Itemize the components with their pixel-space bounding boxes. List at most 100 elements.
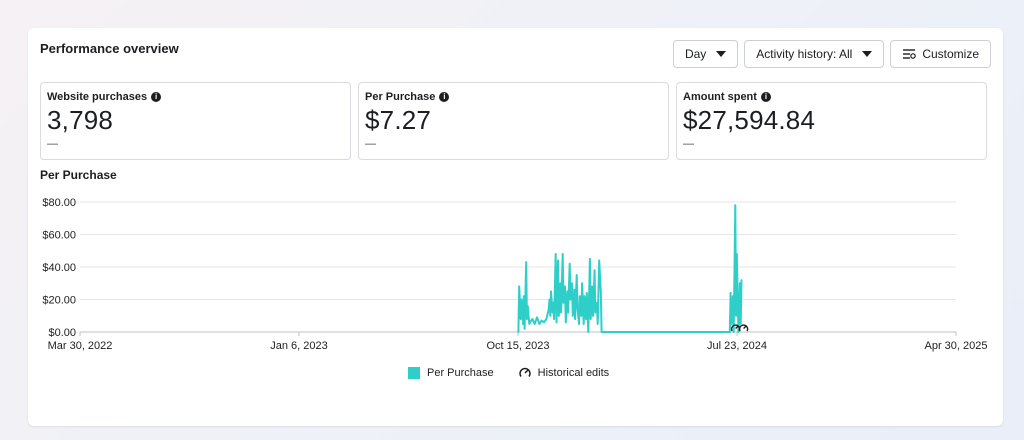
data-point bbox=[552, 301, 555, 304]
data-point bbox=[554, 253, 557, 255]
data-point bbox=[739, 323, 742, 325]
day-dropdown-label: Day bbox=[684, 47, 707, 61]
customize-icon bbox=[903, 49, 917, 59]
data-point bbox=[562, 301, 565, 304]
day-dropdown[interactable]: Day bbox=[672, 40, 739, 68]
data-point bbox=[735, 253, 738, 255]
data-point bbox=[522, 295, 525, 298]
data-point bbox=[555, 321, 558, 324]
chart-legend: Per Purchase Historical edits bbox=[408, 366, 609, 380]
data-point bbox=[732, 295, 734, 298]
data-point bbox=[540, 319, 543, 322]
metric-card-amount-spent[interactable]: Amount spent i $27,594.84 — bbox=[676, 82, 987, 160]
data-point bbox=[582, 323, 585, 325]
historical-edits-icon bbox=[518, 367, 531, 377]
data-point bbox=[531, 318, 534, 320]
legend-historical-label[interactable]: Historical edits bbox=[537, 367, 610, 379]
data-point bbox=[523, 327, 526, 330]
customize-button[interactable]: Customize bbox=[890, 40, 991, 68]
data-point bbox=[599, 290, 602, 293]
data-point bbox=[551, 311, 554, 314]
data-point bbox=[598, 259, 601, 262]
data-point bbox=[738, 314, 740, 317]
data-point bbox=[547, 308, 550, 311]
metric-value: $27,594.84 bbox=[683, 105, 816, 135]
legend-swatch bbox=[408, 367, 420, 379]
x-tick-label: Apr 30, 2025 bbox=[925, 340, 988, 352]
metric-label-row: Per Purchase i bbox=[365, 91, 662, 103]
data-point bbox=[550, 290, 552, 293]
data-point bbox=[560, 311, 562, 314]
data-point bbox=[522, 323, 524, 325]
data-point bbox=[592, 314, 594, 317]
info-icon[interactable]: i bbox=[439, 92, 450, 102]
data-point bbox=[736, 290, 739, 293]
data-point bbox=[735, 314, 737, 317]
x-tick-label: Mar 30, 2022 bbox=[48, 340, 113, 352]
activity-history-label: Activity history: All bbox=[756, 47, 853, 61]
metric-label: Amount spent bbox=[683, 91, 757, 103]
data-point bbox=[538, 323, 541, 325]
metric-value: $7.27 bbox=[365, 105, 432, 135]
data-point bbox=[564, 321, 567, 324]
caret-down-icon bbox=[716, 51, 727, 57]
data-point bbox=[589, 318, 592, 320]
data-point bbox=[596, 323, 599, 325]
data-point bbox=[593, 269, 596, 272]
customize-label: Customize bbox=[922, 47, 979, 61]
data-point bbox=[526, 318, 528, 320]
data-point bbox=[739, 282, 741, 285]
data-point bbox=[536, 316, 538, 319]
data-point bbox=[585, 292, 588, 294]
data-point bbox=[576, 306, 579, 309]
data-point bbox=[587, 331, 590, 333]
data-point bbox=[730, 323, 733, 325]
data-point bbox=[566, 290, 569, 293]
data-point bbox=[591, 285, 594, 288]
data-point bbox=[545, 318, 548, 320]
data-point bbox=[585, 318, 587, 320]
data-point bbox=[543, 321, 545, 324]
data-point bbox=[525, 261, 528, 263]
page-title: Performance overview bbox=[40, 41, 179, 56]
data-point bbox=[573, 288, 576, 291]
data-point bbox=[580, 314, 583, 317]
y-tick-label: $60.00 bbox=[42, 230, 76, 242]
data-point bbox=[574, 318, 576, 320]
per-purchase-chart: $0.00 $20.00 $40.00 $60.00 $80.00 Mar 30, 202… bbox=[42, 197, 988, 352]
y-tick-label: $80.00 bbox=[42, 197, 76, 209]
data-point bbox=[528, 323, 531, 325]
data-point bbox=[529, 321, 531, 324]
data-point bbox=[578, 295, 581, 298]
info-icon[interactable]: i bbox=[760, 92, 771, 102]
x-tick-label: Jan 6, 2023 bbox=[270, 340, 328, 352]
metric-label: Website purchases bbox=[47, 91, 148, 103]
data-point bbox=[596, 301, 598, 304]
legend-series-label[interactable]: Per Purchase bbox=[427, 367, 494, 379]
data-point bbox=[557, 314, 560, 317]
data-point bbox=[553, 318, 555, 320]
data-point bbox=[571, 282, 573, 285]
data-point bbox=[581, 282, 583, 285]
data-point bbox=[520, 298, 523, 301]
data-point bbox=[557, 259, 559, 262]
data-point bbox=[548, 298, 551, 301]
performance-card: Performance overview Day Activity histor… bbox=[28, 28, 1003, 426]
data-point bbox=[734, 204, 737, 207]
metric-delta: — bbox=[47, 138, 58, 150]
toolbar: Day Activity history: All Customize bbox=[672, 40, 991, 68]
data-point bbox=[740, 279, 743, 281]
activity-history-dropdown[interactable]: Activity history: All bbox=[744, 40, 885, 68]
data-point bbox=[600, 331, 603, 333]
metric-value: 3,798 bbox=[47, 105, 114, 135]
caret-down-icon bbox=[862, 51, 873, 57]
data-point bbox=[594, 311, 597, 314]
chart-title: Per Purchase bbox=[40, 168, 117, 182]
data-point bbox=[578, 323, 580, 325]
metric-card-per-purchase[interactable]: Per Purchase i $7.27 — bbox=[358, 82, 669, 160]
metric-card-website-purchases[interactable]: Website purchases i 3,798 — bbox=[40, 82, 351, 160]
metric-label: Per Purchase bbox=[365, 91, 436, 103]
info-icon[interactable]: i bbox=[151, 92, 162, 102]
data-point bbox=[564, 285, 566, 288]
data-point bbox=[575, 274, 578, 276]
